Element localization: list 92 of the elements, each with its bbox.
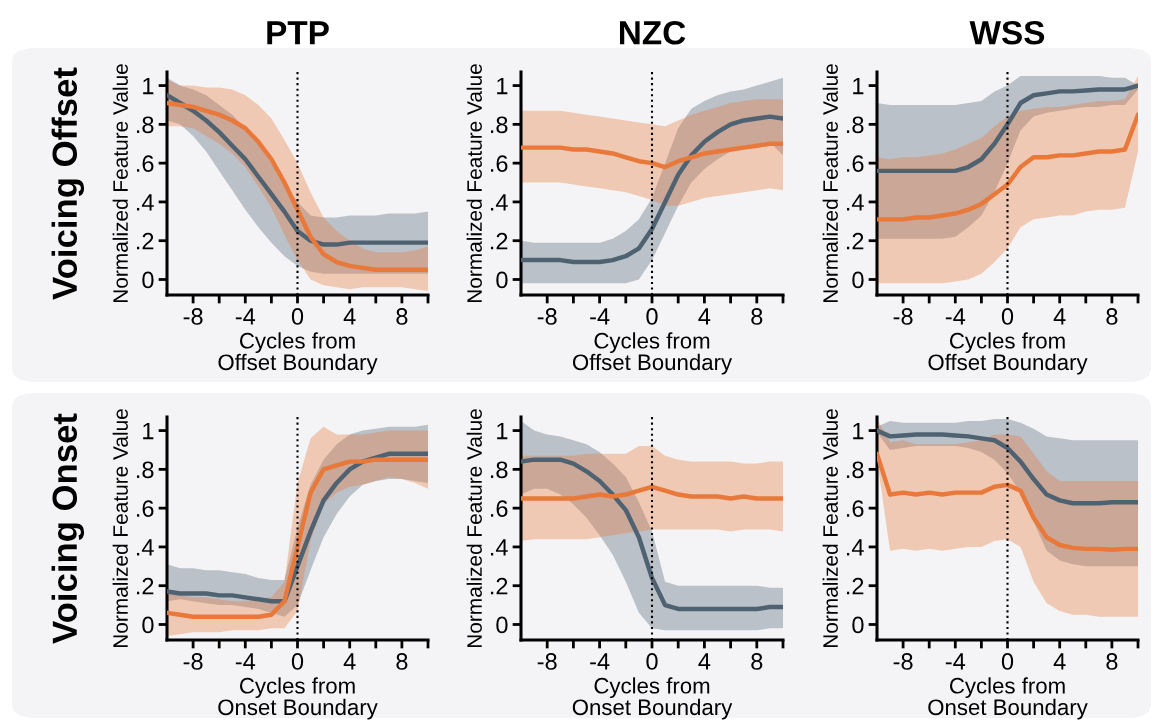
y-tick-label: .6 <box>846 155 864 172</box>
x-tick-label: 8 <box>396 308 408 325</box>
y-axis-title: Normalized Feature Value <box>822 409 838 648</box>
x-axis-title: Cycles from Offset Boundary <box>218 332 378 375</box>
x-axis-title: Cycles from Onset Boundary <box>218 677 378 720</box>
y-tick-label: .6 <box>136 500 154 517</box>
y-tick-label: .2 <box>490 577 508 595</box>
y-tick-label: .4 <box>490 194 508 211</box>
y-tick-label: .4 <box>136 539 154 556</box>
x-tick-label: 4 <box>343 653 356 670</box>
x-tick-label: -8 <box>183 653 203 670</box>
x-tick-label: 0 <box>1001 308 1014 325</box>
y-tick-label: 1 <box>143 77 154 95</box>
x-tick-label: -4 <box>590 653 610 670</box>
chart-title: WSS <box>969 20 1045 45</box>
y-tick-label: .4 <box>846 194 864 211</box>
x-axis-title: Cycles from Offset Boundary <box>928 332 1088 375</box>
y-axis-title: Normalized Feature Value <box>112 409 128 648</box>
y-tick-label: .6 <box>490 155 508 172</box>
y-tick-label: 1 <box>853 422 864 440</box>
y-tick-label: .6 <box>846 500 864 517</box>
y-tick-label: 1 <box>143 422 154 440</box>
x-tick-label: 0 <box>646 653 658 670</box>
y-tick-label: .8 <box>846 116 864 134</box>
x-axis-title: Cycles from Onset Boundary <box>928 677 1088 720</box>
x-tick-label: 4 <box>343 308 356 325</box>
y-axis-title: Normalized Feature Value <box>466 409 482 648</box>
x-tick-label: 0 <box>291 308 304 325</box>
text: Voicing Onset <box>51 413 85 644</box>
x-tick-label: 8 <box>751 308 763 325</box>
line-series <box>877 428 1138 506</box>
y-tick-label: .2 <box>490 232 508 250</box>
x-tick-label: 4 <box>698 653 711 670</box>
x-tick-label: 0 <box>291 653 304 670</box>
y-tick-label: .2 <box>136 577 154 595</box>
x-tick-label: -8 <box>537 308 557 325</box>
y-axis-title: Normalized Feature Value <box>466 64 482 303</box>
line-series <box>521 114 783 265</box>
y-tick-label: .2 <box>846 577 864 595</box>
y-tick-label: .4 <box>846 539 864 556</box>
x-tick-label: -4 <box>590 308 610 325</box>
y-tick-label: .4 <box>490 539 508 556</box>
x-axis-title: Cycles from Onset Boundary <box>572 677 733 720</box>
y-tick-label: .4 <box>136 194 154 211</box>
line-series <box>877 451 1138 553</box>
x-tick-label: -8 <box>893 653 913 670</box>
y-axis-title: Normalized Feature Value <box>822 64 838 303</box>
y-tick-label: 0 <box>496 616 508 634</box>
line-series <box>521 484 783 501</box>
y-tick-label: .2 <box>846 232 864 250</box>
y-tick-label: .8 <box>846 461 864 479</box>
chart-title: PTP <box>267 21 329 45</box>
x-axis-title: Cycles from Offset Boundary <box>572 332 733 375</box>
x-tick-label: -4 <box>945 653 966 670</box>
y-tick-label: .8 <box>136 116 154 134</box>
x-tick-label: 4 <box>698 308 711 325</box>
x-tick-label: 8 <box>1106 308 1118 325</box>
y-tick-label: 0 <box>852 271 864 289</box>
y-tick-label: 1 <box>497 77 508 95</box>
text: Voicing Offset <box>51 67 85 300</box>
x-tick-label: -4 <box>235 308 256 325</box>
y-tick-label: .6 <box>490 500 508 517</box>
x-tick-label: 8 <box>1106 653 1118 670</box>
y-tick-label: 0 <box>142 271 154 289</box>
line-series <box>521 141 783 170</box>
x-tick-label: -8 <box>537 653 557 670</box>
y-tick-label: .8 <box>490 461 508 479</box>
x-tick-label: -4 <box>945 308 966 325</box>
y-tick-label: 1 <box>497 422 508 440</box>
chart-title: NZC <box>619 20 686 45</box>
x-tick-label: 0 <box>1001 653 1014 670</box>
y-tick-label: .6 <box>136 155 154 172</box>
line-series <box>521 457 783 612</box>
y-tick-label: 0 <box>852 616 864 634</box>
x-tick-label: 4 <box>1053 653 1066 670</box>
x-tick-label: -8 <box>183 308 203 325</box>
x-tick-label: -8 <box>893 308 913 325</box>
y-tick-label: 0 <box>496 271 508 289</box>
y-tick-label: .8 <box>136 461 154 479</box>
x-tick-label: -4 <box>235 653 256 670</box>
line-series <box>877 83 1138 174</box>
y-tick-label: .2 <box>136 232 154 250</box>
y-axis-title: Normalized Feature Value <box>112 64 128 303</box>
y-tick-label: .8 <box>490 116 508 134</box>
line-series <box>877 112 1138 222</box>
x-tick-label: 8 <box>751 653 763 670</box>
x-tick-label: 8 <box>396 653 408 670</box>
y-tick-label: 0 <box>142 616 154 634</box>
line-series <box>167 93 428 247</box>
x-tick-label: 4 <box>1053 308 1066 325</box>
y-tick-label: 1 <box>853 77 864 95</box>
x-tick-label: 0 <box>646 308 658 325</box>
